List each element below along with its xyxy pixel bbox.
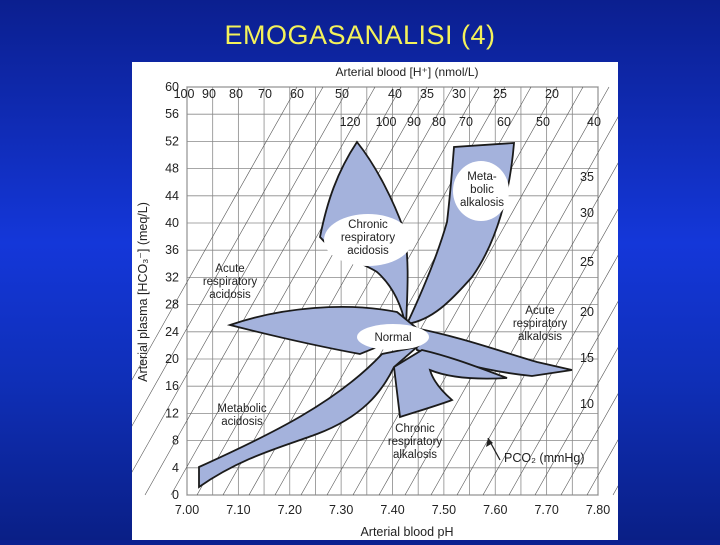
top-tick-label: 20 [545, 87, 559, 101]
pco2-tick-label: 25 [580, 255, 594, 269]
acute-acidosis-label-2: respiratory [203, 276, 258, 288]
pco2-tick-label: 20 [580, 305, 594, 319]
x-tick-label: 7.20 [278, 503, 302, 517]
pco2-isobar [92, 86, 324, 496]
y-tick-label: 28 [165, 298, 179, 312]
top-tick-label: 25 [493, 87, 507, 101]
top-inner-tick-label: 70 [459, 115, 473, 129]
top-tick-label: 30 [452, 87, 466, 101]
chronic-acidosis-label-1: Chronic [348, 219, 388, 231]
x-tick-label: 7.80 [586, 503, 610, 517]
top-inner-tick-label: 60 [497, 115, 511, 129]
y-tick-label: 52 [165, 134, 179, 148]
y-tick-label: 24 [165, 325, 179, 339]
chronic-alkalosis-label-2: respiratory [388, 436, 443, 448]
top-tick-label: 100 [174, 87, 195, 101]
acid-base-nomogram-panel: Meta- bolic alkalosis Chronic respirator… [66, 62, 720, 540]
x-tick-label: 7.40 [380, 503, 404, 517]
top-inner-tick-label: 90 [407, 115, 421, 129]
x-tick-label: 7.60 [483, 503, 507, 517]
pco2-isobars [66, 86, 720, 496]
top-tick-label: 50 [335, 87, 349, 101]
chronic-acidosis-label-3: acidosis [347, 245, 389, 257]
acute-acidosis-label-3: acidosis [209, 289, 251, 301]
y-tick-label: 0 [172, 488, 179, 502]
top-tick-labels-outer: 100 90 80 70 60 50 40 35 30 25 20 [174, 87, 559, 101]
acute-alkalosis-label-2: respiratory [513, 318, 568, 330]
top-tick-label: 60 [290, 87, 304, 101]
pco2-tick-label: 15 [580, 351, 594, 365]
y-tick-label: 60 [165, 80, 179, 94]
acute-alkalosis-label-1: Acute [525, 305, 554, 317]
top-tick-label: 80 [229, 87, 243, 101]
x-tick-label: 7.70 [534, 503, 558, 517]
acute-acidosis-label-1: Acute [215, 263, 244, 275]
y-tick-label: 48 [165, 162, 179, 176]
top-tick-labels-inner: 120 100 90 80 70 60 50 40 [340, 115, 601, 129]
top-tick-label: 70 [258, 87, 272, 101]
chronic-alkalosis-label-1: Chronic [395, 423, 435, 435]
top-inner-tick-label: 80 [432, 115, 446, 129]
chronic-acidosis-label-2: respiratory [341, 232, 396, 244]
chronic-acidosis-bubble [324, 214, 412, 266]
pco2-isobar [118, 86, 350, 496]
top-inner-tick-label: 120 [340, 115, 361, 129]
pco2-isobar [196, 86, 428, 496]
y-tick-label: 40 [165, 216, 179, 230]
y-tick-label: 20 [165, 352, 179, 366]
metabolic-acidosis-label-1: Metabolic [217, 403, 266, 415]
metabolic-acidosis-label-2: acidosis [221, 416, 263, 428]
chronic-respiratory-alkalosis-region [393, 349, 508, 419]
pco2-isobar [612, 304, 720, 496]
pco2-tick-label: 35 [580, 170, 594, 184]
slide-title: EMOGASANALISI (4) [224, 20, 496, 50]
region-labels: Meta- bolic alkalosis Chronic respirator… [203, 171, 568, 461]
top-tick-label: 40 [388, 87, 402, 101]
y-tick-label: 4 [172, 461, 179, 475]
y-tick-label: 44 [165, 189, 179, 203]
x-axis-label: Arterial blood pH [360, 525, 453, 539]
acid-base-nomogram: Meta- bolic alkalosis Chronic respirator… [66, 65, 720, 539]
metabolic-acidosis-region [198, 345, 421, 489]
top-axis-label: Arterial blood [H⁺] (nmol/L) [335, 65, 478, 79]
metabolic-alkalosis-label-2: bolic [470, 184, 494, 196]
y-tick-label: 32 [165, 270, 179, 284]
pco2-tick-label: 10 [580, 397, 594, 411]
y-tick-label: 12 [165, 406, 179, 420]
top-inner-tick-label: 50 [536, 115, 550, 129]
metabolic-alkalosis-bubble [453, 161, 509, 221]
label-bubbles [324, 161, 509, 350]
pco2-isobar [404, 86, 636, 496]
pco2-isobar [222, 86, 454, 496]
y-axis-label: Arterial plasma [HCO₃⁻] (meq/L) [136, 202, 150, 382]
pco2-arrowhead [486, 438, 493, 447]
pco2-tick-label: 30 [580, 206, 594, 220]
pco2-isobar [378, 86, 610, 496]
x-tick-label: 7.30 [329, 503, 353, 517]
normal-bubble [357, 324, 429, 350]
pco2-tick-labels: 10 15 20 25 30 35 [580, 170, 594, 411]
x-tick-label: 7.50 [432, 503, 456, 517]
normal-label: Normal [374, 332, 411, 344]
top-inner-tick-label: 100 [376, 115, 397, 129]
gridlines [186, 86, 599, 496]
pco2-isobar [352, 86, 584, 496]
top-tick-label: 35 [420, 87, 434, 101]
metabolic-alkalosis-label-3: alkalosis [460, 197, 504, 209]
top-tick-label: 90 [202, 87, 216, 101]
metabolic-alkalosis-label-1: Meta- [467, 171, 497, 183]
x-tick-labels: 7.00 7.10 7.20 7.30 7.40 7.50 7.60 7.70 7.80 [175, 503, 610, 517]
y-tick-label: 56 [165, 107, 179, 121]
x-tick-label: 7.10 [226, 503, 250, 517]
acute-alkalosis-label-3: alkalosis [518, 331, 562, 343]
y-tick-label: 8 [172, 434, 179, 448]
x-tick-label: 7.00 [175, 503, 199, 517]
pco2-isobar [144, 86, 376, 496]
y-tick-label: 36 [165, 243, 179, 257]
top-inner-tick-label: 40 [587, 115, 601, 129]
pco2-label: PCO₂ (mmHg) [504, 451, 585, 465]
chronic-alkalosis-label-3: alkalosis [393, 449, 437, 461]
y-tick-label: 16 [165, 379, 179, 393]
